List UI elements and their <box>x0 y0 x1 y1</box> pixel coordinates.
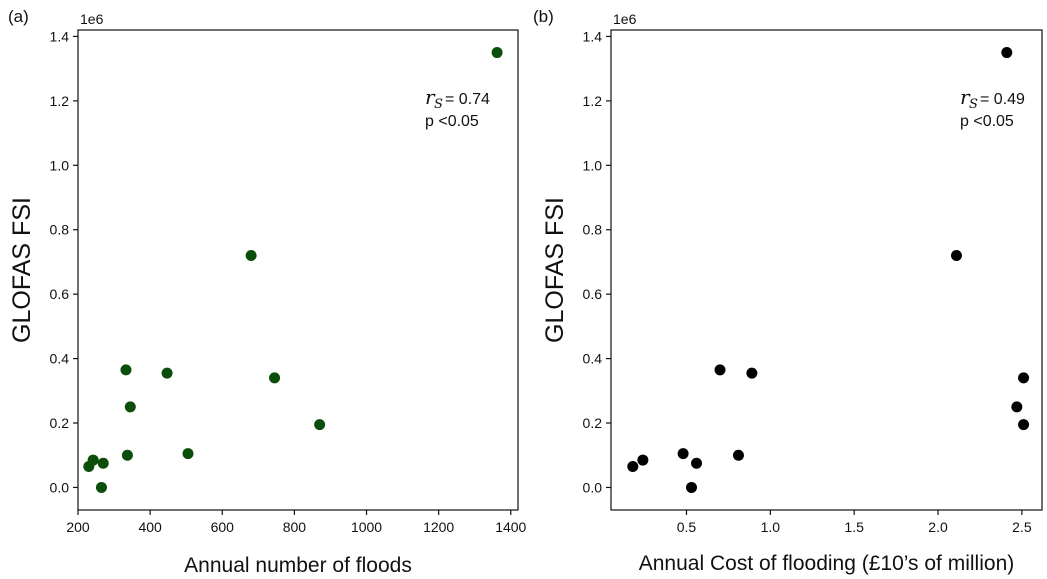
y-tick-label: 1.4 <box>583 28 603 44</box>
scatter-point <box>1011 401 1023 413</box>
x-tick-label: 0.5 <box>677 519 697 535</box>
panel-label: (a) <box>8 7 29 26</box>
y-tick-label: 1.2 <box>50 93 70 109</box>
y-tick-label: 0.8 <box>50 222 70 238</box>
y-axis-label: GLOFAS FSI <box>8 197 36 343</box>
scatter-point <box>95 481 107 493</box>
p-value: p <0.05 <box>960 113 1014 130</box>
scatter-point <box>732 449 744 461</box>
scatter-point <box>124 401 136 413</box>
x-tick-label: 600 <box>211 519 235 535</box>
x-tick-label: 1.5 <box>844 519 864 535</box>
y-tick-label: 0.2 <box>50 415 70 431</box>
x-tick-label: 400 <box>138 519 162 535</box>
scatter-point <box>691 457 703 469</box>
y-tick-label: 0.2 <box>583 415 603 431</box>
y-tick-label: 1.2 <box>583 93 603 109</box>
x-tick-label: 200 <box>66 519 90 535</box>
y-tick-label: 1.4 <box>50 28 70 44</box>
scatter-point <box>1018 419 1030 431</box>
p-value: p <0.05 <box>425 113 479 130</box>
scatter-point <box>182 448 194 460</box>
y-multiplier: 1e6 <box>80 11 104 27</box>
scatter-point <box>677 448 689 460</box>
x-tick-label: 2.0 <box>928 519 948 535</box>
correlation-symbol: r <box>960 85 971 109</box>
scatter-point <box>120 364 132 376</box>
scatter-point <box>950 250 962 262</box>
x-axis-label: Annual Cost of flooding (£10’s of millio… <box>639 552 1015 575</box>
panel-b: (b) 1e6 0.0 0.2 0.4 0.6 0.8 1.0 1.2 1.4 0.5 1.0 1.5 2… <box>533 7 1043 575</box>
y-tick-label: 1.0 <box>583 157 603 173</box>
panel-label: (b) <box>533 7 554 26</box>
scatter-point <box>714 364 726 376</box>
axes-frame <box>77 29 519 511</box>
scatter-point <box>161 367 173 379</box>
scatter-point <box>685 481 697 493</box>
x-tick-label: 800 <box>283 519 307 535</box>
y-tick-label: 0.4 <box>50 351 70 367</box>
scatter-point <box>269 372 281 384</box>
x-tick-label: 2.5 <box>1012 519 1032 535</box>
correlation-value: = 0.49 <box>980 91 1025 108</box>
x-tick-label: 1200 <box>423 519 454 535</box>
y-tick-label: 1.0 <box>50 157 70 173</box>
correlation-subscript: S <box>434 97 443 112</box>
correlation-subscript: S <box>969 97 978 112</box>
scatter-point <box>97 457 109 469</box>
correlation-symbol: r <box>425 85 436 109</box>
scatter-point <box>637 454 649 466</box>
scatter-point <box>121 449 133 461</box>
x-tick-label: 1000 <box>351 519 382 535</box>
y-tick-label: 0.6 <box>583 286 603 302</box>
correlation-value: = 0.74 <box>445 91 490 108</box>
x-axis-label: Annual number of floods <box>184 554 412 577</box>
y-multiplier: 1e6 <box>613 11 637 27</box>
scatter-point <box>491 47 503 59</box>
scatter-point <box>87 454 99 466</box>
y-tick-label: 0.6 <box>50 286 70 302</box>
x-tick-label: 1400 <box>495 519 526 535</box>
scatter-point <box>1001 47 1013 59</box>
scatter-point <box>1018 372 1030 384</box>
scatter-point <box>746 367 758 379</box>
scatter-point <box>245 250 257 262</box>
scatter-point <box>314 419 326 431</box>
axes-frame <box>610 29 1043 511</box>
y-tick-label: 0.8 <box>583 222 603 238</box>
y-axis-label: GLOFAS FSI <box>541 197 569 343</box>
panel-a: (a) 1e6 0.0 0.2 0.4 0.6 0.8 1.0 1.2 1.4 200 400 600 8… <box>8 7 527 577</box>
y-tick-label: 0.4 <box>583 351 603 367</box>
x-tick-label: 1.0 <box>761 519 781 535</box>
y-tick-label: 0.0 <box>50 479 70 495</box>
y-tick-label: 0.0 <box>583 479 603 495</box>
scatter-point <box>627 461 639 473</box>
